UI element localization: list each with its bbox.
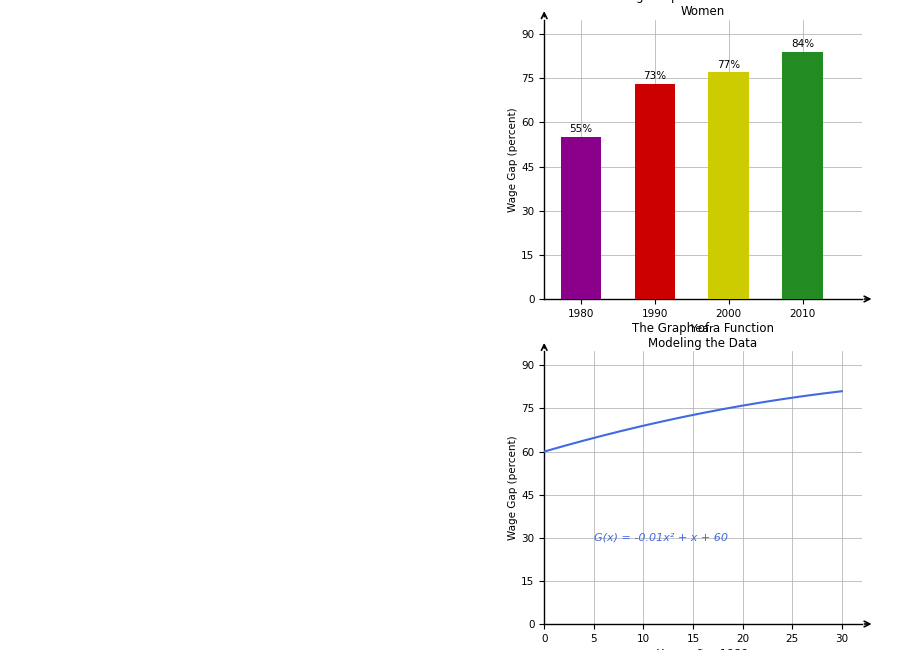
Bar bbox=[635, 84, 675, 299]
Y-axis label: Wage Gap (percent): Wage Gap (percent) bbox=[509, 436, 519, 540]
Text: 84%: 84% bbox=[791, 39, 814, 49]
Bar bbox=[561, 137, 601, 299]
Title: Wage Gap Between Men and
Women: Wage Gap Between Men and Women bbox=[618, 0, 788, 18]
Text: 73%: 73% bbox=[643, 72, 667, 81]
Y-axis label: Wage Gap (percent): Wage Gap (percent) bbox=[509, 107, 519, 211]
Title: The Graph of a Function
Modeling the Data: The Graph of a Function Modeling the Dat… bbox=[632, 322, 774, 350]
Text: 55%: 55% bbox=[570, 124, 592, 135]
X-axis label: Year: Year bbox=[691, 324, 715, 334]
Bar bbox=[782, 52, 823, 299]
Bar bbox=[708, 72, 749, 299]
Text: G(x) = -0.01x² + x + 60: G(x) = -0.01x² + x + 60 bbox=[594, 533, 727, 543]
Text: 77%: 77% bbox=[717, 60, 740, 70]
X-axis label: Years after 1980: Years after 1980 bbox=[658, 649, 748, 650]
